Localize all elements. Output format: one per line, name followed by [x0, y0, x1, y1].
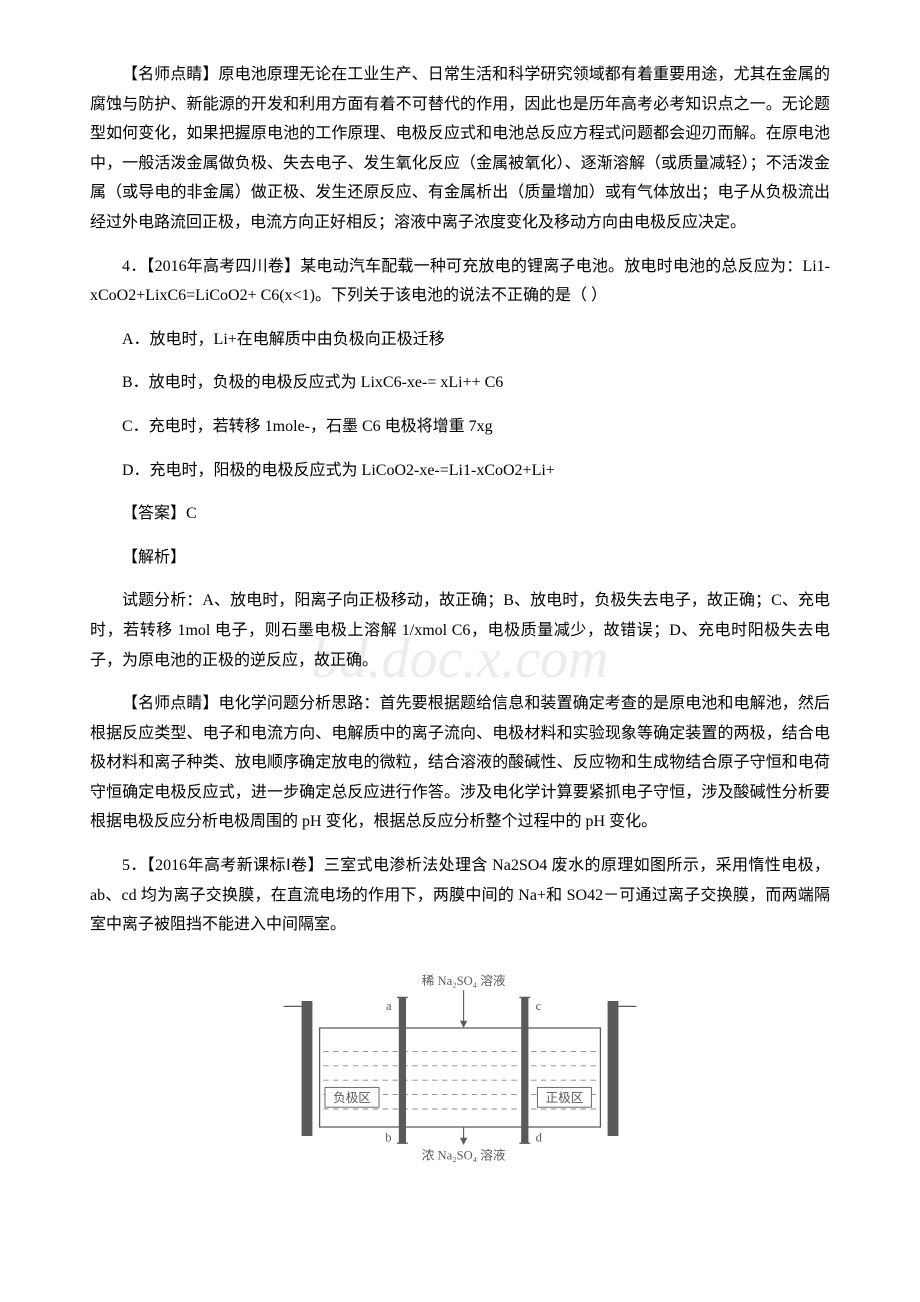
option-d: D．充电时，阳极的电极反应式为 LiCoO2-xe-=Li1-xCoO2+Li+ — [90, 456, 830, 486]
explain-body: 试题分析：A、放电时，阳离子向正极移动，故正确；B、放电时，负极失去电子，故正确… — [90, 586, 830, 675]
option-b: B．放电时，负极的电极反应式为 LixC6-xe-= xLi++ C6 — [90, 368, 830, 398]
electrodialysis-figure: −+稀 Na₂SO₄ 溶液浓 Na₂SO₄ 溶液abcd负极区正极区 — [90, 954, 830, 1185]
svg-text:负极区: 负极区 — [333, 1091, 371, 1105]
svg-text:稀 Na₂SO₄ 溶液: 稀 Na₂SO₄ 溶液 — [422, 974, 506, 988]
svg-text:正极区: 正极区 — [546, 1091, 584, 1105]
svg-text:c: c — [536, 999, 542, 1013]
svg-text:浓 Na₂SO₄ 溶液: 浓 Na₂SO₄ 溶液 — [422, 1148, 506, 1162]
svg-text:b: b — [385, 1130, 391, 1144]
electrodialysis-diagram: −+稀 Na₂SO₄ 溶液浓 Na₂SO₄ 溶液abcd负极区正极区 — [280, 954, 640, 1174]
option-c: C．充电时，若转移 1mole-，石墨 C6 电极将增重 7xg — [90, 412, 830, 442]
option-a: A．放电时，Li+在电解质中由负极向正极迁移 — [90, 325, 830, 355]
svg-text:d: d — [536, 1130, 543, 1144]
question-4-stem: 4．【2016年高考四川卷】某电动汽车配载一种可充放电的锂离子电池。放电时电池的… — [90, 252, 830, 311]
document-content: 【名师点睛】原电池原理无论在工业生产、日常生活和科学研究领域都有着重要用途，尤其… — [90, 60, 830, 1184]
svg-text:a: a — [386, 999, 392, 1013]
question-5-stem: 5．【2016年高考新课标Ⅰ卷】三室式电渗析法处理含 Na2SO4 废水的原理如… — [90, 851, 830, 940]
paragraph-tip1: 【名师点睛】原电池原理无论在工业生产、日常生活和科学研究领域都有着重要用途，尤其… — [90, 60, 830, 238]
explain-label: 【解析】 — [90, 543, 830, 573]
answer-label: 【答案】C — [90, 499, 830, 529]
paragraph-tip2: 【名师点睛】电化学问题分析思路：首先要根据题给信息和装置确定考查的是原电池和电解… — [90, 689, 830, 837]
